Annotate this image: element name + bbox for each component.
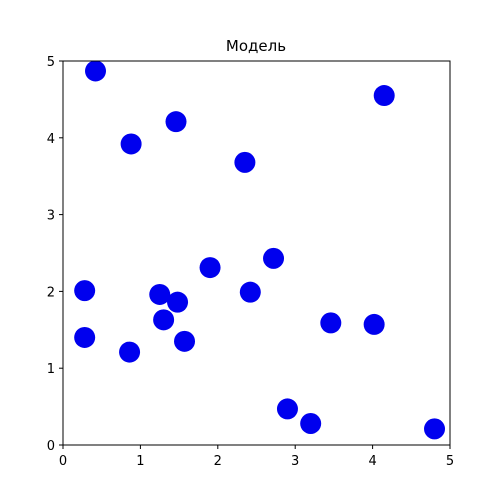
x-tick-label-0: 0	[59, 454, 67, 469]
data-point-13	[174, 330, 196, 352]
y-tick-label-1: 1	[47, 362, 55, 377]
y-tick-label-4: 4	[47, 132, 55, 147]
x-axis: 0 1 2 3 4 5	[59, 445, 454, 469]
chart-title: Модель	[226, 37, 286, 55]
y-tick-label-5: 5	[47, 55, 55, 70]
data-point-11	[239, 281, 261, 303]
y-axis: 0 1 2 3 4 5	[47, 55, 63, 454]
y-tick-label-2: 2	[47, 285, 55, 300]
data-point-5	[373, 85, 395, 107]
points-layer	[74, 60, 446, 440]
data-point-15	[119, 341, 141, 363]
x-tick-label-3: 3	[291, 454, 299, 469]
data-point-7	[149, 283, 171, 305]
data-point-20	[424, 418, 446, 440]
data-point-9	[199, 257, 221, 279]
data-point-8	[167, 291, 189, 313]
data-point-3	[120, 133, 142, 155]
data-point-14	[74, 326, 96, 348]
y-tick-label-3: 3	[47, 209, 55, 224]
data-point-17	[363, 313, 385, 335]
data-point-2	[165, 111, 187, 133]
data-point-6	[74, 280, 96, 302]
x-tick-label-1: 1	[136, 454, 144, 469]
data-point-16	[320, 312, 342, 334]
y-tick-label-0: 0	[47, 439, 55, 454]
x-tick-label-5: 5	[446, 454, 454, 469]
data-point-19	[300, 412, 322, 434]
data-point-1	[85, 60, 107, 82]
data-point-12	[153, 309, 175, 331]
data-point-18	[276, 398, 298, 420]
data-point-10	[263, 247, 285, 269]
x-tick-label-2: 2	[214, 454, 222, 469]
data-point-4	[234, 151, 256, 173]
x-tick-label-4: 4	[368, 454, 376, 469]
plot-frame	[62, 60, 451, 446]
